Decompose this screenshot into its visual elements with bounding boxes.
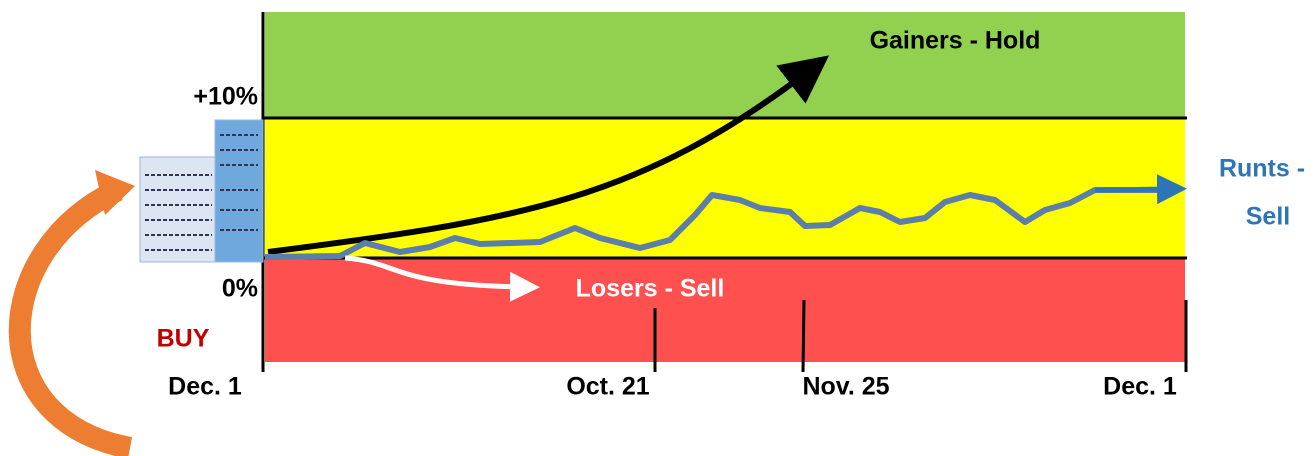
- buy-label: BUY: [157, 325, 210, 353]
- gainers-label: Gainers - Hold: [870, 27, 1041, 55]
- losers-label: Losers - Sell: [576, 275, 725, 303]
- date-label: Dec. 1: [168, 373, 242, 401]
- date-label: Nov. 25: [802, 373, 889, 401]
- buy-arrow: [20, 190, 130, 448]
- label-bottom: 0%: [222, 275, 258, 303]
- label-top: +10%: [193, 83, 258, 111]
- runts-label: Sell: [1246, 203, 1290, 231]
- tick: [803, 300, 804, 372]
- gain-zone: [265, 12, 1185, 118]
- thumbnails: [140, 120, 263, 262]
- hold-zone: [265, 118, 1185, 258]
- date-label: Oct. 21: [566, 373, 649, 401]
- date-label: Dec. 1: [1103, 373, 1177, 401]
- runts-label: Runts -: [1219, 155, 1305, 183]
- diagram: +10% 0% BUY Dec. 1 Oct. 21 Nov. 25 Dec. …: [0, 0, 1315, 456]
- runts-arrow: [1095, 189, 1172, 190]
